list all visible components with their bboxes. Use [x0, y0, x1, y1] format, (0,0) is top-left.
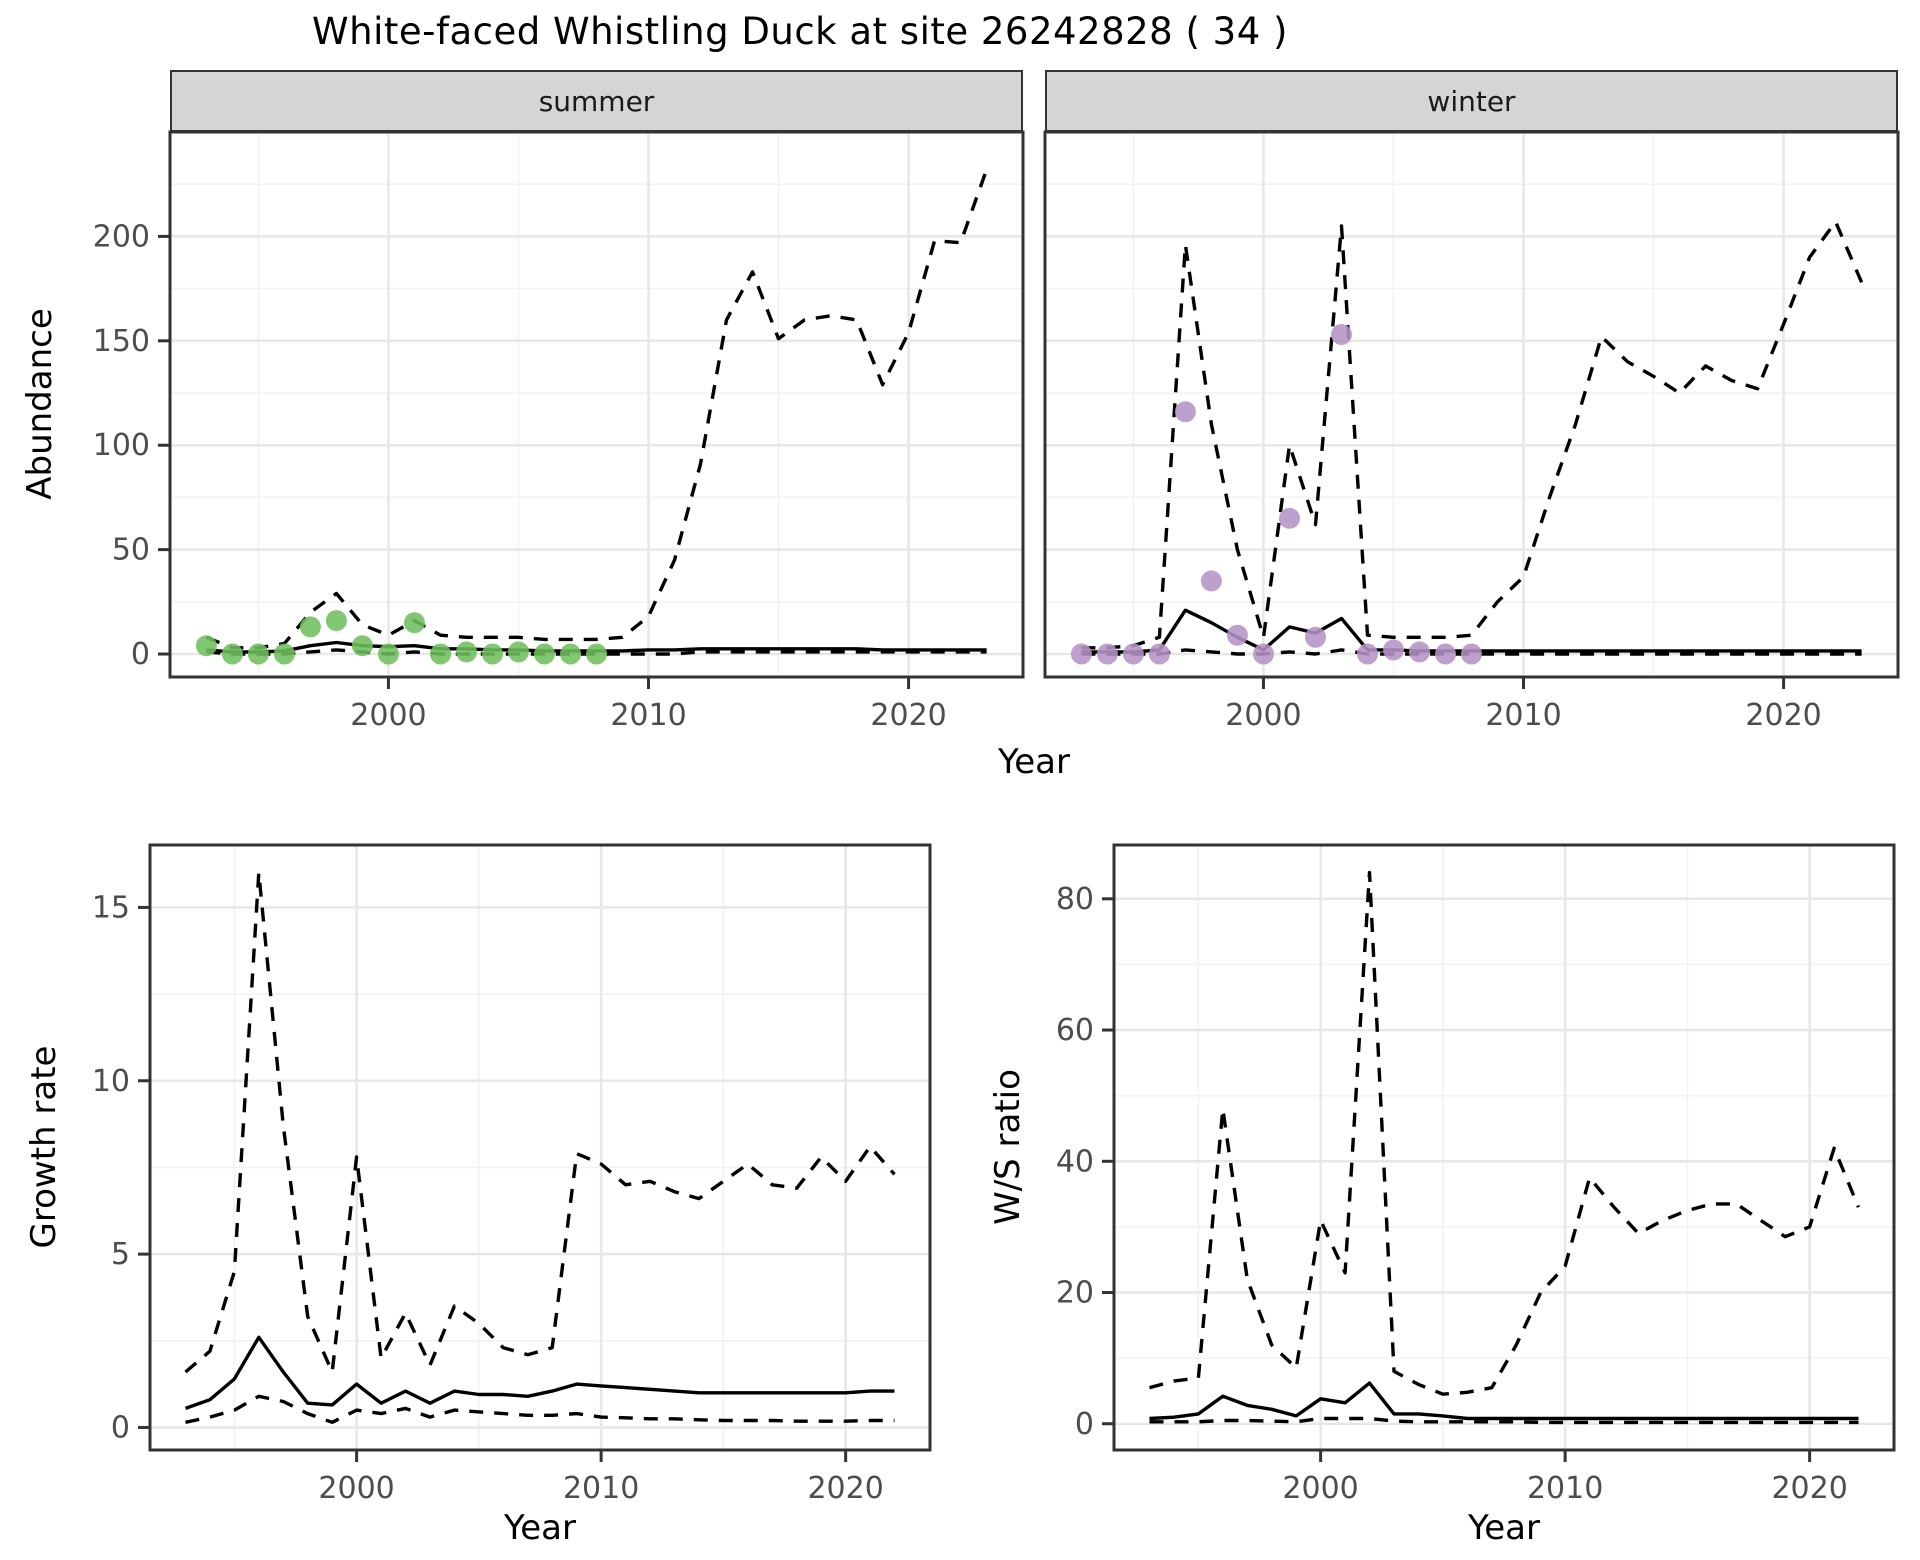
x-tick-label: 2020 — [1771, 1471, 1847, 1506]
observed-point — [325, 610, 347, 632]
observed-point — [1461, 643, 1482, 665]
panel-winter: 2000 2010 2020 — [1043, 130, 1900, 733]
y-tick-label: 100 — [93, 428, 150, 463]
panel-growth: 2000 2010 2020 0 5 10 15 — [92, 843, 932, 1506]
observed_summer_counts — [195, 610, 607, 665]
panel-border — [1043, 130, 1900, 679]
observed-point — [1383, 639, 1404, 661]
observed-point — [482, 643, 503, 665]
facet-strip-summer: summer — [170, 70, 1023, 132]
observed-point — [1174, 401, 1196, 423]
y-tick-label: 150 — [93, 324, 150, 359]
series-upper_95_CI — [205, 169, 989, 650]
observed-point — [1096, 643, 1118, 665]
panel-summer: 2000 2010 2020 0 50 100 150 200 — [93, 130, 1025, 733]
series-upper_95_CI — [1081, 220, 1864, 650]
y-tick-label: 80 — [1056, 882, 1094, 917]
series-lower_95_CI — [206, 648, 987, 656]
x-axis-title-growth-rate: Year — [504, 1508, 576, 1548]
observed-point — [378, 643, 399, 665]
observed-point — [195, 635, 217, 657]
x-tick-label: 2000 — [350, 698, 426, 733]
series-lower_95_CI — [185, 1394, 895, 1425]
series-upper_95_CI — [184, 871, 896, 1374]
x-tick-label: 2010 — [1527, 1471, 1603, 1506]
observed-point — [560, 643, 581, 665]
observed-point — [221, 643, 243, 665]
x-tick-label: 2010 — [563, 1471, 639, 1506]
observed-point — [1200, 570, 1222, 592]
y-tick-label: 200 — [93, 219, 150, 254]
observed-point — [1305, 626, 1326, 648]
y-tick-label: 0 — [111, 1410, 130, 1445]
series-lower_95_CI — [1081, 648, 1862, 656]
y-tick-label: 60 — [1056, 1013, 1094, 1048]
observed-point — [1122, 643, 1144, 665]
facet-strip-summer-label: summer — [538, 84, 655, 118]
y-tick-label: 0 — [131, 637, 150, 672]
x-tick-label: 2010 — [610, 698, 686, 733]
observed-point — [1148, 643, 1170, 665]
panel-border — [1112, 843, 1896, 1452]
x-tick-label: 2000 — [318, 1471, 394, 1506]
observed-point — [534, 643, 555, 665]
observed-point — [1331, 324, 1352, 345]
y-axis-title-ws-ratio: W/S ratio — [988, 1069, 1028, 1225]
observed-point — [430, 643, 451, 665]
observed-point — [456, 641, 477, 663]
observed-point — [1279, 507, 1300, 529]
x-axis-title-top: Year — [998, 742, 1070, 782]
page-title: White-faced Whistling Duck at site 26242… — [312, 10, 1288, 53]
y-axis-title-abundance: Abundance — [20, 308, 60, 500]
y-tick-label: 50 — [112, 533, 150, 568]
x-tick-label: 2020 — [807, 1471, 883, 1506]
observed-point — [1357, 643, 1378, 665]
series-lower_95_CI — [1149, 1416, 1859, 1425]
series-median — [1149, 1381, 1859, 1421]
observed-point — [299, 616, 321, 638]
observed-point — [273, 643, 295, 665]
panel-border — [168, 130, 1025, 679]
observed-point — [1253, 643, 1274, 665]
observed-point — [247, 643, 269, 665]
observed-point — [1226, 624, 1248, 646]
y-tick-label: 0 — [1075, 1407, 1094, 1442]
facet-strip-winter-label: winter — [1427, 84, 1516, 118]
y-tick-label: 15 — [92, 890, 130, 925]
y-tick-label: 5 — [111, 1237, 130, 1272]
series-median — [184, 1335, 895, 1411]
x-tick-label: 2020 — [1745, 698, 1821, 733]
facet-strip-winter: winter — [1045, 70, 1898, 132]
observed_winter_counts — [1070, 324, 1482, 665]
observed-point — [1070, 643, 1092, 665]
observed-point — [1435, 643, 1456, 665]
panel-border — [148, 843, 932, 1452]
x-tick-label: 2020 — [870, 698, 946, 733]
y-tick-label: 40 — [1056, 1144, 1094, 1179]
observed-point — [404, 612, 425, 634]
y-tick-label: 10 — [92, 1064, 130, 1099]
x-axis-title-ws-ratio: Year — [1468, 1508, 1540, 1548]
series-upper_95_CI — [1149, 870, 1861, 1396]
y-axis-title-growth-rate: Growth rate — [24, 1045, 64, 1249]
x-tick-label: 2000 — [1282, 1471, 1358, 1506]
panel-ws: 2000 2010 2020 0 20 40 60 80 — [1056, 843, 1896, 1506]
observed-point — [1409, 641, 1430, 663]
x-tick-label: 2010 — [1485, 698, 1561, 733]
observed-point — [351, 635, 373, 657]
observed-point — [508, 641, 529, 663]
x-tick-label: 2000 — [1225, 698, 1301, 733]
observed-point — [586, 643, 607, 665]
y-tick-label: 20 — [1056, 1276, 1094, 1311]
